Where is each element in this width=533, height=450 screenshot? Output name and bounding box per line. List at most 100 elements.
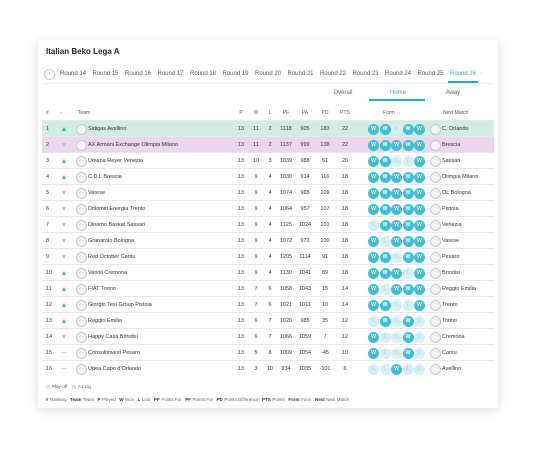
round-tab[interactable]: Round 16 [125,71,152,77]
team-logo [76,332,87,343]
stat-w: 9 [254,174,258,180]
stat-w: 7 [254,286,258,292]
stat-pa: 957 [300,206,310,212]
abbr-text: Next Match [326,397,350,402]
stat-w: 9 [254,254,258,260]
round-tab[interactable]: Round 26 [450,71,477,77]
form-result: W [414,187,425,199]
stat-w: 9 [254,238,258,244]
round-tab[interactable]: Round 25 [417,71,444,77]
form-result: W [414,299,425,311]
team-logo [76,284,87,295]
stat-pts: 12 [341,318,349,324]
team-logo [76,268,87,279]
abbr-key: W [119,397,124,402]
standings-card: Italian Beko Lega A ‹ › Round 14 Round 15… [38,40,498,408]
rank: 15 [46,350,53,356]
stat-l: 7 [268,334,272,340]
stat-p: 13 [237,334,245,340]
form-result: W [414,139,425,151]
stat-pts: 12 [341,334,349,340]
prev-arrow[interactable]: ‹ [44,69,55,80]
stat-p: 13 [237,158,245,164]
trend-icon [62,352,66,353]
abbr-text: Lost [141,397,151,402]
form-result: W [414,203,425,215]
trend-icon [62,303,66,307]
trend-icon [62,175,66,179]
view-tab[interactable]: Away [445,90,461,96]
rank: 2 [46,142,50,148]
stat-pf: 1072 [279,238,293,244]
team-name: Sidigas Avellino [88,126,127,132]
trend-icon [62,287,66,291]
table-row: 3 Umana Reyer Venezia 13 10 3 1039 988 51 20 W W L L… [42,152,494,169]
next-logo [430,140,441,151]
stat-pa: 1043 [298,286,312,292]
form-result: L [414,363,425,375]
table-row: 4 C.D.L Brescia 13 9 4 1030 914 116 18 W W W W W Olimp… [42,168,494,185]
form-result: L [414,315,425,327]
next-match[interactable]: Sassari [442,158,461,164]
stat-l: 3 [268,158,272,164]
next-match[interactable]: Brescia [442,142,461,148]
round-tab[interactable]: Round 19 [222,71,249,77]
next-match[interactable]: C. Orlando [442,126,469,132]
round-tab[interactable]: Round 14 [60,71,87,77]
team-logo [76,156,87,167]
round-tab[interactable]: Round 21 [287,71,314,77]
next-match[interactable]: Venezia [442,222,462,228]
next-match[interactable]: Reggio Emilia [442,286,476,292]
view-tab[interactable]: Home [389,90,406,96]
round-tab[interactable]: Round 20 [255,71,282,77]
round-tab[interactable]: Round 17 [157,71,184,77]
form-result: L [391,155,402,167]
next-match[interactable]: Avellino [442,366,462,372]
legend-swatch [72,385,76,389]
form-result: L [379,283,391,295]
next-match[interactable]: Pistoia [442,206,459,212]
table-row: 5 Varese 13 9 4 1074 965 109 18 W W W W W OL Bologna [42,184,494,201]
team-logo [76,236,87,247]
next-match[interactable]: Trento [442,302,458,308]
stat-w: 9 [254,270,258,276]
stat-pts: 18 [341,206,349,212]
next-match[interactable]: Olimpia Milano [442,174,479,180]
form-result: L [391,299,402,311]
stat-pa: 905 [300,126,310,132]
view-tab[interactable]: Overall [333,90,353,96]
form-result: W [368,283,379,295]
round-tab[interactable]: Round 18 [190,71,217,77]
next-match[interactable]: Cremona [442,334,465,340]
form-result: W [402,123,414,135]
trend-icon [62,207,66,211]
team-name: Giorgio Tesi Group Pistoia [88,302,152,308]
team-logo [76,220,87,231]
stat-pts: 20 [341,158,349,164]
next-match[interactable]: Brindisi [442,270,461,276]
round-tab[interactable]: Round 15 [92,71,119,77]
next-logo [430,364,441,375]
rank: 6 [46,206,50,212]
stat-pa: 972 [300,238,310,244]
form-result: W [391,283,402,295]
rank: 12 [46,302,53,308]
next-match[interactable]: Pesaro [442,254,460,260]
next-match[interactable]: Varese [442,238,460,244]
stat-w: 6 [254,318,258,324]
table-row: 13 Reggio Emilia 13 6 7 1020 985 35 12 L W L W L Torin… [42,312,494,329]
stat-pa: 1054 [298,350,312,356]
round-tab[interactable]: Round 23 [352,71,379,77]
round-tab[interactable]: Round 24 [385,71,412,77]
table-row: 15 Consultinvest Pesaro 13 5 8 1009 1054 -45 10 W… [42,344,494,361]
stat-pf: 1064 [279,206,293,212]
next-logo [430,252,441,263]
round-tab[interactable]: Round 22 [320,71,347,77]
next-arrow[interactable]: › [480,70,483,77]
form-result: L [391,331,402,343]
stat-pd: -101 [319,366,331,372]
stat-p: 13 [237,254,245,260]
next-match[interactable]: Cantu [442,350,457,356]
next-match[interactable]: OL Bologna [442,190,471,196]
next-match[interactable]: Torino [442,318,457,324]
